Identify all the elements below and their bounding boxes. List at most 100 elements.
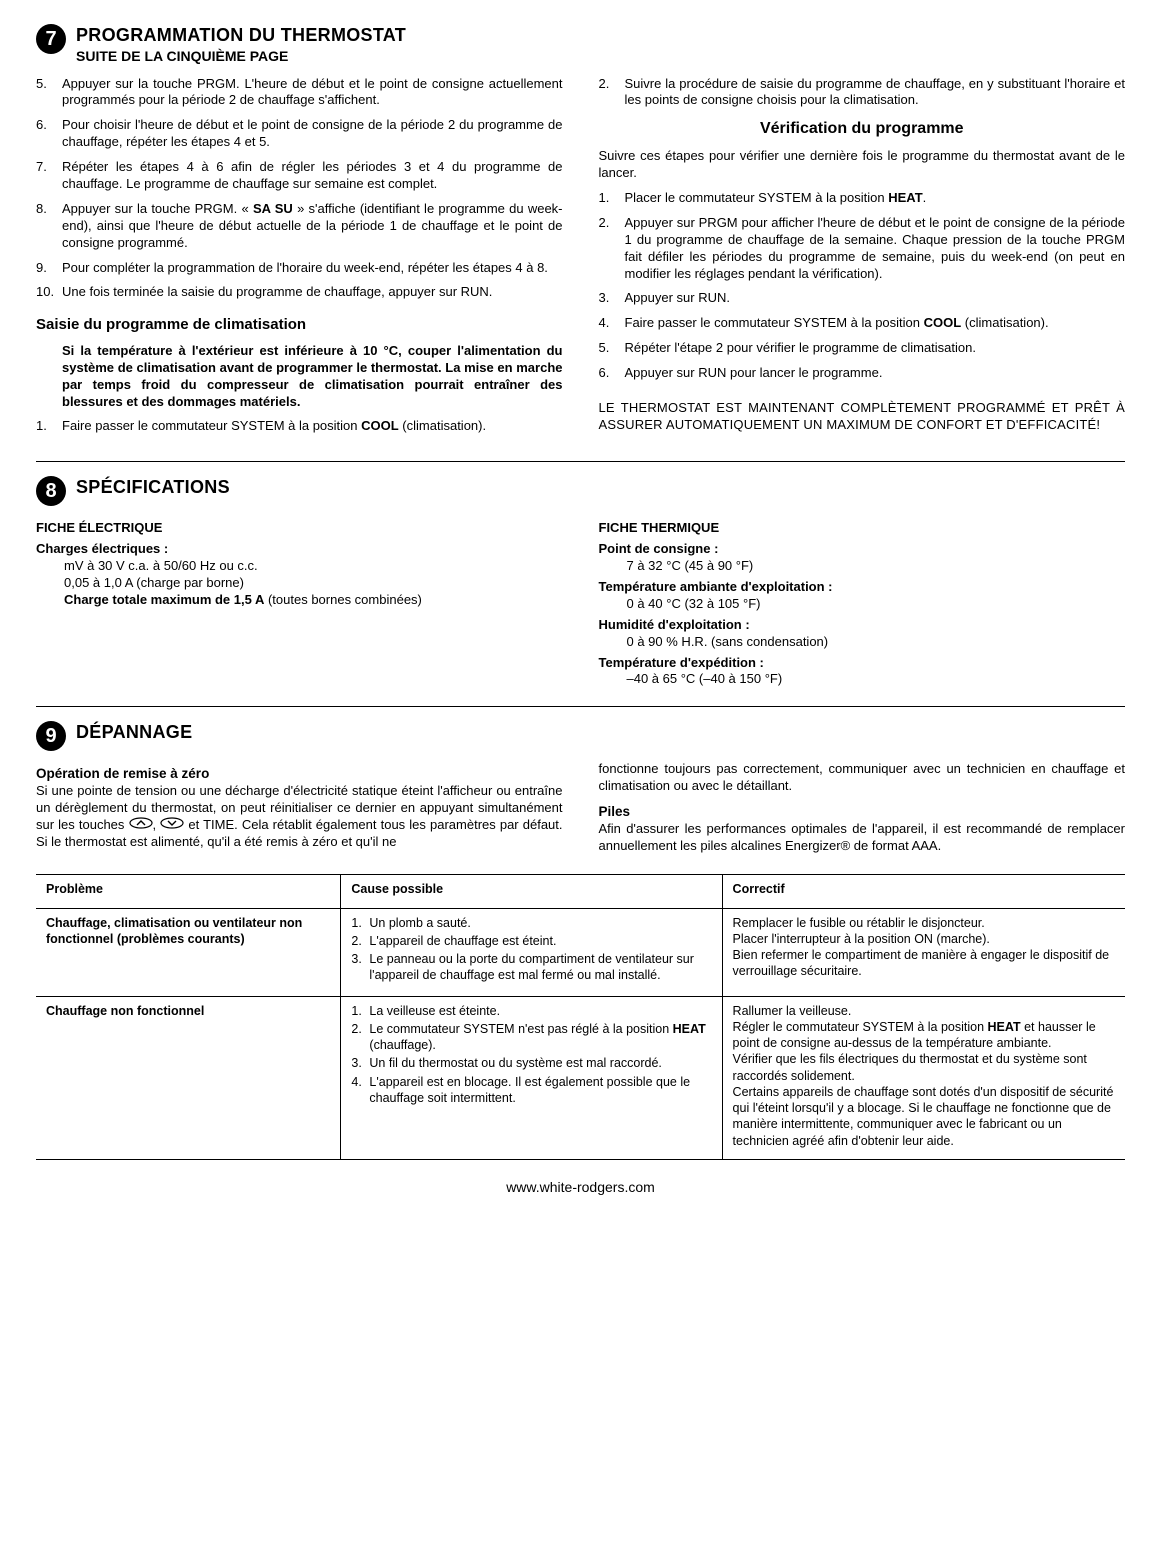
list-item: 2.Appuyer sur PRGM pour afficher l'heure… (599, 215, 1126, 283)
troubleshoot-table: Problème Cause possible Correctif Chauff… (36, 874, 1125, 1160)
reset-paragraph: Si une pointe de tension ou une décharge… (36, 783, 563, 851)
cell-problem: Chauffage non fonctionnel (36, 996, 341, 1159)
climat-warning: Si la température à l'extérieur est infé… (62, 343, 563, 411)
list-item-text: Pour compléter la programmation de l'hor… (62, 260, 563, 277)
charges-label: Charges électriques : (36, 541, 563, 558)
spec-label: Humidité d'exploitation : (599, 617, 1126, 634)
list-item-number: 9. (36, 260, 62, 277)
th-problem: Problème (36, 875, 341, 908)
list-item-text: Suivre la procédure de saisie du program… (625, 76, 1126, 110)
piles-p: Afin d'assurer les performances optimale… (599, 821, 1126, 855)
cell-fix: Remplacer le fusible ou rétablir le disj… (722, 908, 1125, 996)
climat-heading: Saisie du programme de climatisation (36, 315, 563, 335)
table-header-row: Problème Cause possible Correctif (36, 875, 1125, 908)
spec-label: Température ambiante d'exploitation : (599, 579, 1126, 596)
section-7-left-col: 5.Appuyer sur la touche PRGM. L'heure de… (36, 76, 563, 444)
elec-heading: FICHE ÉLECTRIQUE (36, 520, 563, 537)
section-9-number: 9 (36, 721, 66, 751)
section-7-columns: 5.Appuyer sur la touche PRGM. L'heure de… (36, 76, 1125, 444)
list-item-text: Appuyer sur RUN pour lancer le programme… (625, 365, 1126, 382)
spec-value: –40 à 65 °C (–40 à 150 °F) (627, 671, 1126, 688)
cell-cause: 1.La veilleuse est éteinte.2.Le commutat… (341, 996, 722, 1159)
right-p1: fonctionne toujours pas correctement, co… (599, 761, 1126, 795)
table-row: Chauffage, climatisation ou ventilateur … (36, 908, 1125, 996)
reset-heading: Opération de remise à zéro (36, 765, 563, 783)
section-7-title-block: PROGRAMMATION DU THERMOSTAT SUITE DE LA … (76, 24, 1125, 66)
spec-label: Point de consigne : (599, 541, 1126, 558)
table-row: Chauffage non fonctionnel1.La veilleuse … (36, 996, 1125, 1159)
list-item-number: 3. (599, 290, 625, 307)
list-item-number: 2. (599, 76, 625, 110)
spec-value: Charge totale maximum de 1,5 A (toutes b… (64, 592, 563, 609)
list-item: 8.Appuyer sur la touche PRGM. « SA SU » … (36, 201, 563, 252)
list-item-number: 2. (599, 215, 625, 283)
list-item-text: Appuyer sur PRGM pour afficher l'heure d… (625, 215, 1126, 283)
list-item-number: 10. (36, 284, 62, 301)
list-item-number: 6. (36, 117, 62, 151)
section-7-header: 7 PROGRAMMATION DU THERMOSTAT SUITE DE L… (36, 24, 1125, 66)
list-item: 1.Placer le commutateur SYSTEM à la posi… (599, 190, 1126, 207)
section-9-columns: Opération de remise à zéro Si une pointe… (36, 761, 1125, 862)
section-9-right-col: fonctionne toujours pas correctement, co… (599, 761, 1126, 862)
section-9-header: 9 DÉPANNAGE (36, 721, 1125, 751)
list-item: 4.Faire passer le commutateur SYSTEM à l… (599, 315, 1126, 332)
spec-value: 0,05 à 1,0 A (charge par borne) (64, 575, 563, 592)
section-7-left-list: 5.Appuyer sur la touche PRGM. L'heure de… (36, 76, 563, 302)
list-item-text: Répéter les étapes 4 à 6 afin de régler … (62, 159, 563, 193)
list-item-text: Une fois terminée la saisie du programme… (62, 284, 563, 301)
th-cause: Cause possible (341, 875, 722, 908)
divider-2 (36, 706, 1125, 707)
section-8-title: SPÉCIFICATIONS (76, 476, 1125, 499)
list-item: 6.Appuyer sur RUN pour lancer le program… (599, 365, 1126, 382)
list-item-number: 1. (599, 190, 625, 207)
section-8-columns: FICHE ÉLECTRIQUE Charges électriques : m… (36, 516, 1125, 688)
list-item-text: Appuyer sur RUN. (625, 290, 1126, 307)
climat-list: 1.Faire passer le commutateur SYSTEM à l… (36, 418, 563, 435)
list-item-number: 7. (36, 159, 62, 193)
section-9-title: DÉPANNAGE (76, 721, 1125, 744)
section-7-right-prepend: 2.Suivre la procédure de saisie du progr… (599, 76, 1126, 110)
spec-value: 0 à 40 °C (32 à 105 °F) (627, 596, 1126, 613)
spec-value: 7 à 32 °C (45 à 90 °F) (627, 558, 1126, 575)
section-7-number: 7 (36, 24, 66, 54)
spec-label: Température d'expédition : (599, 655, 1126, 672)
section-9-title-block: DÉPANNAGE (76, 721, 1125, 744)
list-item-number: 8. (36, 201, 62, 252)
list-item-text: Faire passer le commutateur SYSTEM à la … (62, 418, 563, 435)
piles-heading: Piles (599, 803, 1126, 821)
footer-url: www.white-rodgers.com (36, 1178, 1125, 1196)
therm-heading: FICHE THERMIQUE (599, 520, 1126, 537)
cell-cause: 1.Un plomb a sauté.2.L'appareil de chauf… (341, 908, 722, 996)
section-7-right-col: 2.Suivre la procédure de saisie du progr… (599, 76, 1126, 444)
section-8-title-block: SPÉCIFICATIONS (76, 476, 1125, 499)
list-item-text: Pour choisir l'heure de début et le poin… (62, 117, 563, 151)
list-item-number: 5. (36, 76, 62, 110)
list-item-text: Répéter l'étape 2 pour vérifier le progr… (625, 340, 1126, 357)
list-item-number: 4. (599, 315, 625, 332)
list-item-number: 5. (599, 340, 625, 357)
verify-intro: Suivre ces étapes pour vérifier une dern… (599, 148, 1126, 182)
list-item-text: Appuyer sur la touche PRGM. L'heure de d… (62, 76, 563, 110)
section-8-left-col: FICHE ÉLECTRIQUE Charges électriques : m… (36, 516, 563, 688)
list-item-text: Appuyer sur la touche PRGM. « SA SU » s'… (62, 201, 563, 252)
verify-list: 1.Placer le commutateur SYSTEM à la posi… (599, 190, 1126, 382)
section-8-number: 8 (36, 476, 66, 506)
divider-1 (36, 461, 1125, 462)
section-7-title: PROGRAMMATION DU THERMOSTAT (76, 24, 1125, 47)
list-item: 1.Faire passer le commutateur SYSTEM à l… (36, 418, 563, 435)
list-item-text: Placer le commutateur SYSTEM à la positi… (625, 190, 1126, 207)
spec-value: 0 à 90 % H.R. (sans condensation) (627, 634, 1126, 651)
charges-lines: mV à 30 V c.a. à 50/60 Hz ou c.c.0,05 à … (36, 558, 563, 609)
reset-p1-b: , (153, 817, 161, 832)
list-item: 10.Une fois terminée la saisie du progra… (36, 284, 563, 301)
section-8-right-col: FICHE THERMIQUE Point de consigne :7 à 3… (599, 516, 1126, 688)
list-item-text: Faire passer le commutateur SYSTEM à la … (625, 315, 1126, 332)
spec-value: mV à 30 V c.a. à 50/60 Hz ou c.c. (64, 558, 563, 575)
therm-specs: Point de consigne :7 à 32 °C (45 à 90 °F… (599, 541, 1126, 688)
list-item: 2.Suivre la procédure de saisie du progr… (599, 76, 1126, 110)
list-item: 6.Pour choisir l'heure de début et le po… (36, 117, 563, 151)
section-9-left-col: Opération de remise à zéro Si une pointe… (36, 761, 563, 862)
final-note: LE THERMOSTAT EST MAINTENANT COMPLÈTEMEN… (599, 400, 1126, 434)
verify-heading: Vérification du programme (599, 119, 1126, 140)
section-8-header: 8 SPÉCIFICATIONS (36, 476, 1125, 506)
